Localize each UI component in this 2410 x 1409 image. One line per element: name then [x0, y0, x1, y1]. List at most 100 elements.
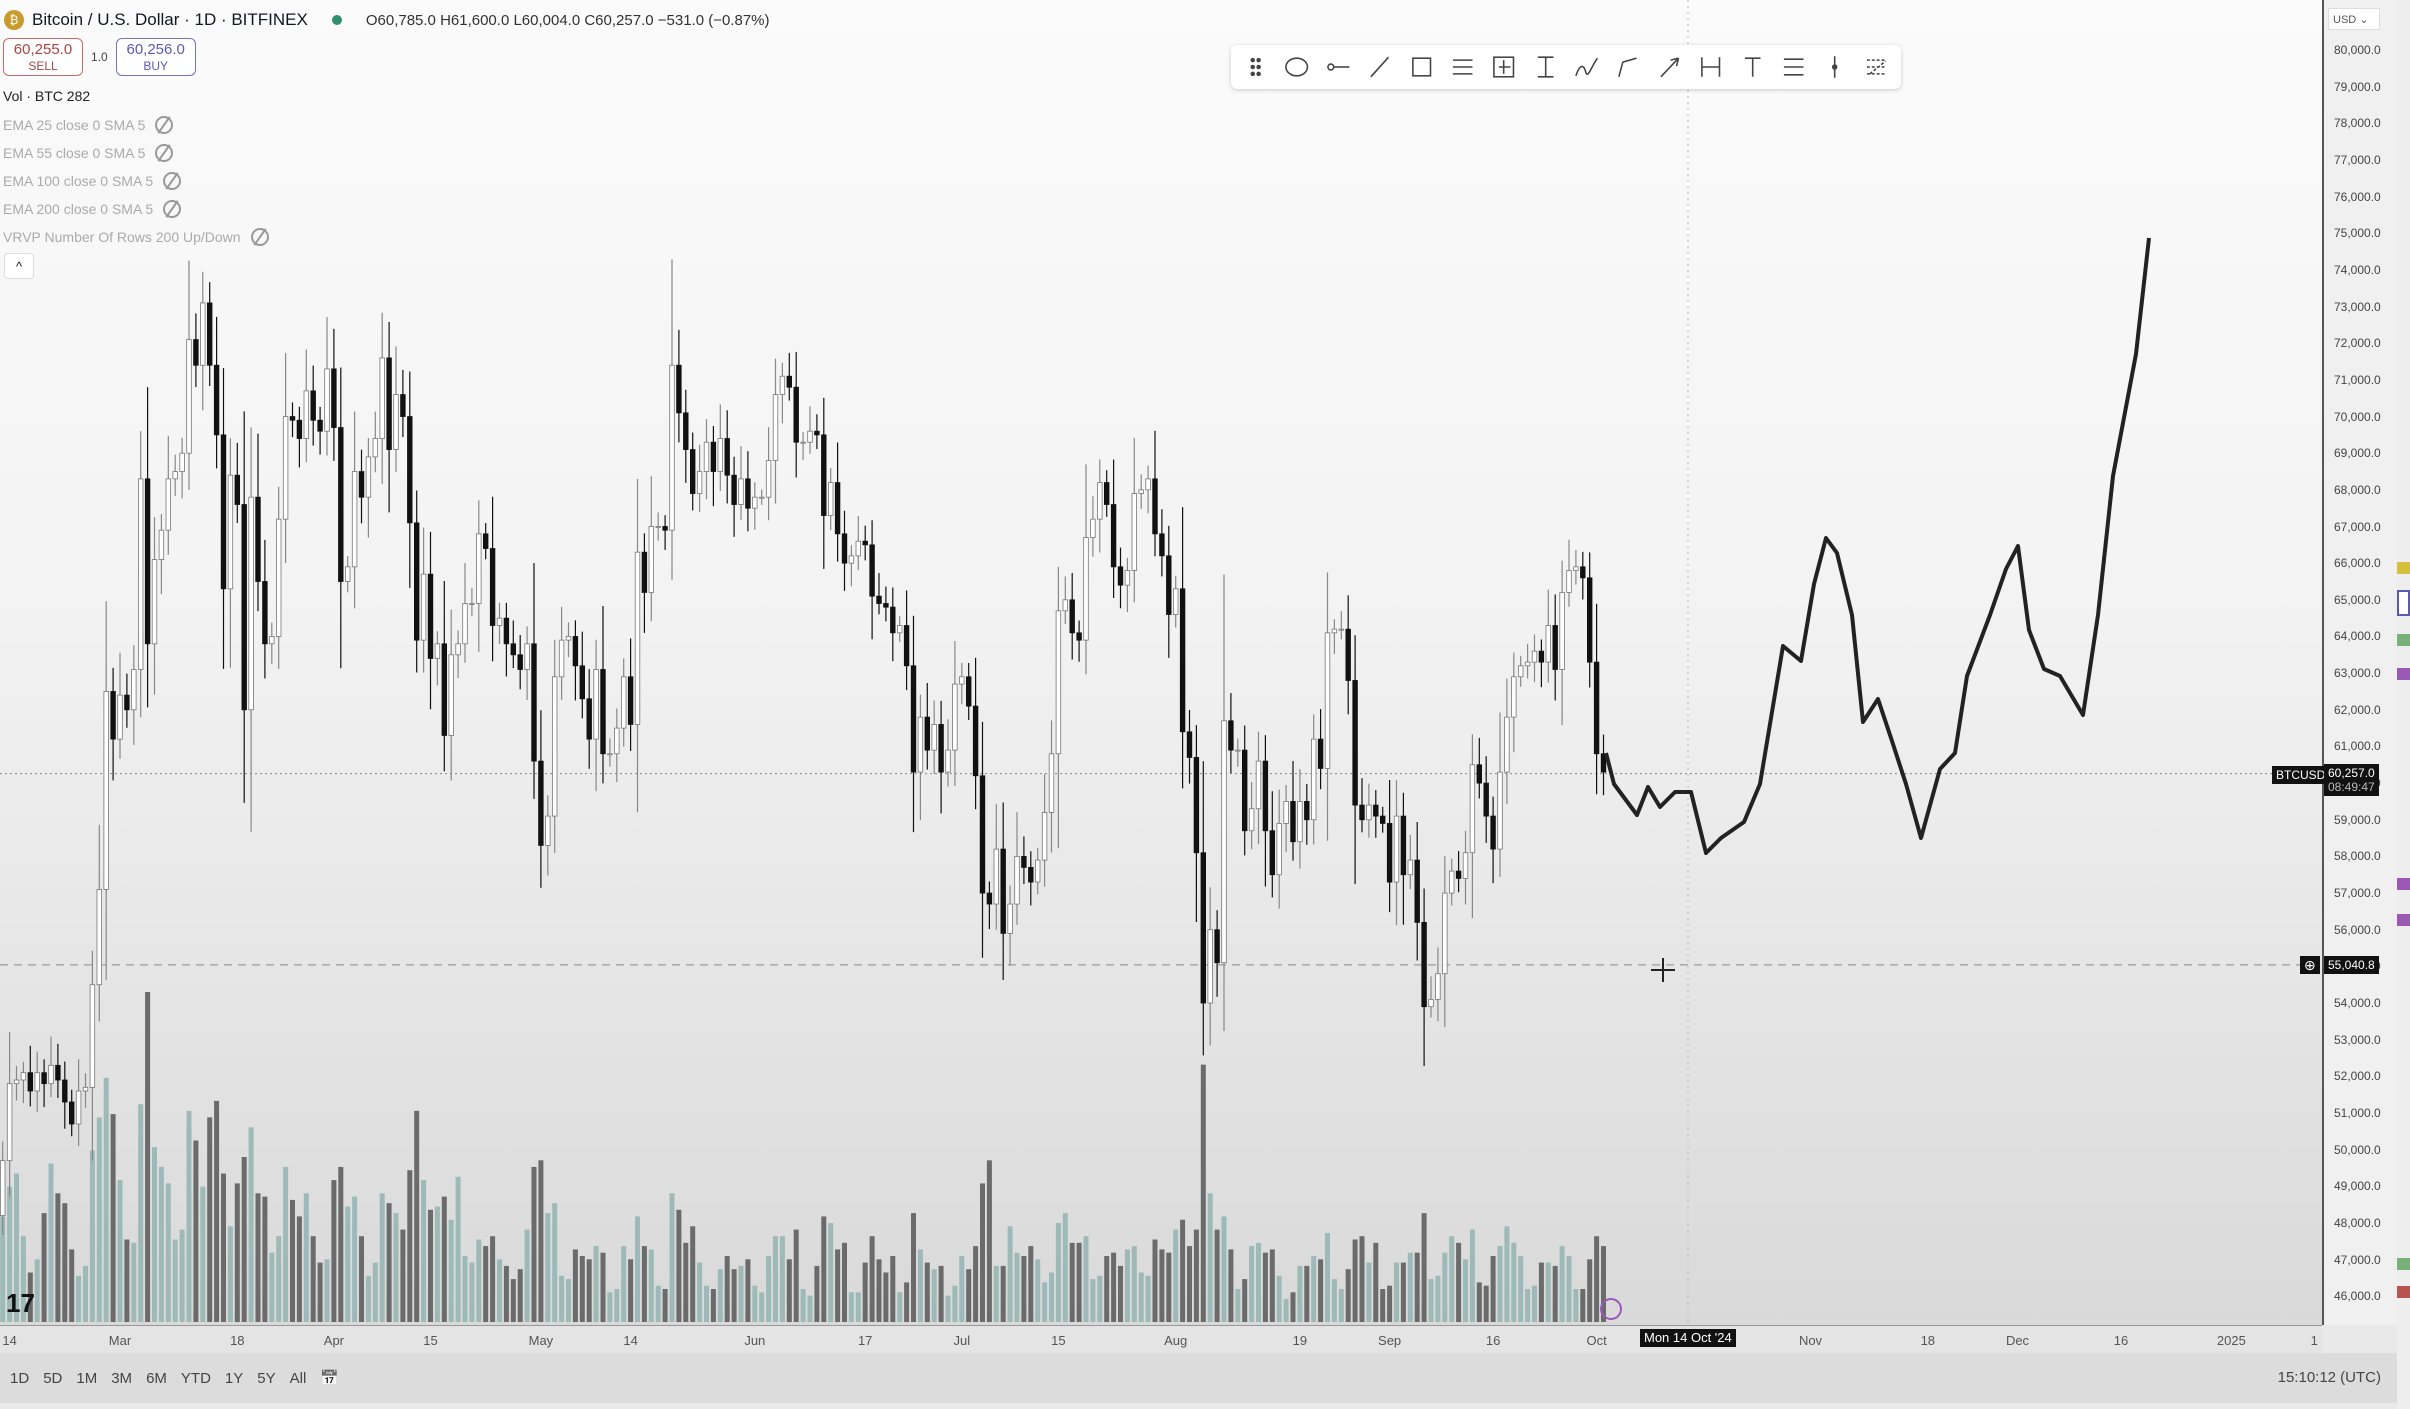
- vertical-line-icon[interactable]: [1820, 52, 1849, 82]
- volume-bar: [1552, 1265, 1558, 1322]
- eye-off-icon[interactable]: [155, 144, 174, 162]
- volume-bar: [1235, 1289, 1241, 1322]
- price-chart[interactable]: [0, 0, 2322, 1325]
- volume-bar: [704, 1285, 709, 1322]
- candle-body: [903, 625, 910, 667]
- volume-bar: [455, 1176, 461, 1322]
- candle-body: [1545, 625, 1551, 663]
- brush-icon[interactable]: [1572, 52, 1601, 82]
- range-button-1y[interactable]: 1Y: [224, 1369, 244, 1387]
- candle-body: [20, 1072, 27, 1081]
- indicator-ema200[interactable]: EMA 200 close 0 SMA 5: [3, 200, 182, 218]
- volume-bar: [14, 1173, 19, 1322]
- time-tick-label: 18: [230, 1333, 245, 1348]
- indicator-ema100[interactable]: EMA 100 close 0 SMA 5: [3, 172, 182, 190]
- marker-tag: [2397, 914, 2410, 926]
- regression-trend-icon[interactable]: [1862, 52, 1891, 82]
- eye-off-icon[interactable]: [250, 228, 269, 246]
- sell-button[interactable]: 60,255.0 SELL: [3, 38, 83, 76]
- eye-off-icon[interactable]: [163, 200, 182, 218]
- volume-bar: [483, 1246, 489, 1322]
- date-range-icon[interactable]: [1696, 52, 1725, 82]
- volume-bar: [1000, 1265, 1006, 1322]
- candle-body: [427, 573, 434, 659]
- indicator-ema55[interactable]: EMA 55 close 0 SMA 5: [3, 144, 174, 162]
- volume-bar: [234, 1183, 240, 1322]
- volume-bar: [1566, 1256, 1572, 1322]
- currency-select[interactable]: USD ⌄: [2328, 8, 2380, 30]
- candle-body: [503, 617, 510, 645]
- eye-off-icon[interactable]: [155, 116, 174, 134]
- volume-bar: [1283, 1298, 1289, 1322]
- eye-off-icon[interactable]: [163, 172, 182, 190]
- candle-body: [731, 474, 737, 505]
- chart-pane[interactable]: [0, 0, 2322, 1325]
- trend-line-icon[interactable]: [1365, 52, 1394, 82]
- volume-bar: [669, 1193, 675, 1322]
- volume-bar: [924, 1262, 930, 1322]
- volume-bar: [917, 1249, 923, 1322]
- candle-body: [648, 526, 654, 593]
- candle-body: [1262, 760, 1269, 832]
- drawing-toolbar: [1231, 45, 1901, 89]
- candle-body: [552, 676, 558, 817]
- range-button-1m[interactable]: 1M: [76, 1369, 98, 1387]
- volume-bar: [1304, 1265, 1310, 1322]
- volume-bar: [614, 1289, 620, 1322]
- symbol-title[interactable]: Bitcoin / U.S. Dollar · 1D · BITFINEX: [32, 10, 308, 29]
- crosshair-cursor-icon: [1651, 958, 1675, 982]
- collapse-legend-button[interactable]: ^: [4, 253, 34, 279]
- range-button-6m[interactable]: 6M: [146, 1369, 167, 1387]
- add-alert-button[interactable]: ⊕: [2300, 956, 2320, 974]
- price-axis[interactable]: 80,000.0 79,000.0 78,000.0 77,000.0 76,000.0…: [2322, 0, 2397, 1325]
- drag-handle-icon[interactable]: [1241, 52, 1270, 82]
- candle-body: [876, 595, 882, 604]
- buy-button[interactable]: 60,256.0 BUY: [115, 38, 196, 76]
- volume-bar: [276, 1236, 282, 1322]
- parallel-channel-icon[interactable]: [1448, 52, 1477, 82]
- ray-icon[interactable]: [1324, 52, 1353, 82]
- indicator-vrvp[interactable]: VRVP Number Of Rows 200 Up/Down: [3, 228, 269, 246]
- arrow-icon[interactable]: [1655, 52, 1684, 82]
- clock[interactable]: 15:10:12 (UTC): [2277, 1369, 2381, 1386]
- time-axis[interactable]: Mon 14 Oct '24 14 Mar 18 Apr 15 May 14 Jun 17 Jul…: [0, 1325, 2322, 1353]
- range-button-1d[interactable]: 1D: [10, 1369, 30, 1387]
- range-button-3m[interactable]: 3M: [111, 1369, 133, 1387]
- date-price-range-icon[interactable]: [1531, 52, 1560, 82]
- rectangle-icon[interactable]: [1407, 52, 1436, 82]
- range-button-all[interactable]: All: [289, 1369, 307, 1387]
- tradingview-logo-icon[interactable]: 17: [6, 1288, 35, 1318]
- candle-body: [897, 625, 903, 634]
- indicator-label: EMA 55 close 0 SMA 5: [3, 145, 146, 161]
- candle-body: [1193, 757, 1200, 854]
- indicator-ema25[interactable]: EMA 25 close 0 SMA 5: [3, 116, 174, 134]
- candle-body: [1359, 804, 1365, 821]
- candle-body: [1041, 812, 1048, 861]
- range-button-5y[interactable]: 5Y: [257, 1369, 276, 1387]
- range-button-ytd[interactable]: YTD: [180, 1369, 211, 1387]
- price-tick-label: 76,000.0: [2334, 189, 2381, 204]
- long-position-icon[interactable]: [1489, 52, 1518, 82]
- volume-bar: [290, 1199, 295, 1322]
- calendar-icon[interactable]: 📅: [320, 1370, 339, 1387]
- volume-bar: [1042, 1282, 1048, 1322]
- path-icon[interactable]: [1613, 52, 1642, 82]
- volume-bar: [869, 1236, 875, 1322]
- order-quantity[interactable]: 1.0: [91, 50, 108, 64]
- volume-bar: [848, 1292, 854, 1322]
- candle-body: [6, 1083, 13, 1162]
- text-icon[interactable]: [1738, 52, 1767, 82]
- candle-body: [1559, 592, 1565, 670]
- candle-body: [393, 394, 399, 450]
- volume-bar: [621, 1246, 627, 1322]
- volume-bar: [1118, 1265, 1123, 1322]
- price-tick-label: 68,000.0: [2334, 482, 2381, 497]
- candle-body: [1449, 870, 1455, 894]
- range-button-5d[interactable]: 5D: [43, 1369, 63, 1387]
- volume-bar: [41, 1213, 47, 1322]
- fib-retracement-icon[interactable]: [1779, 52, 1808, 82]
- indicator-volume[interactable]: Vol · BTC 282: [3, 88, 90, 104]
- volume-bar: [738, 1265, 744, 1322]
- candle-body: [34, 1072, 40, 1092]
- ellipse-icon[interactable]: [1282, 52, 1311, 82]
